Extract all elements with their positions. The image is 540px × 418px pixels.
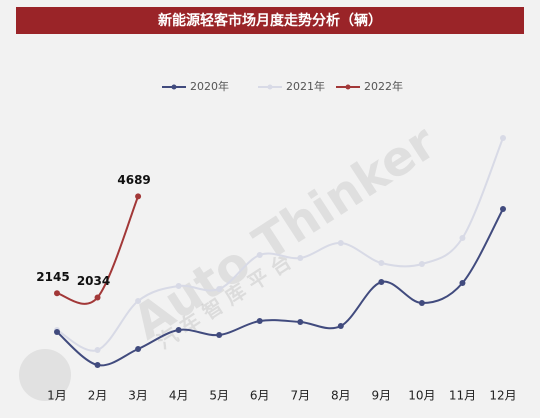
value-label: 4689 — [117, 173, 150, 187]
x-tick-label: 3月 — [128, 389, 148, 403]
x-tick-label: 8月 — [331, 389, 351, 403]
point — [54, 329, 60, 336]
point — [94, 362, 101, 369]
value-label: 2145 — [36, 270, 69, 284]
point — [94, 347, 101, 354]
point — [337, 239, 344, 246]
legend-label: 2022年 — [364, 79, 403, 93]
point — [378, 278, 385, 285]
x-tick-label: 4月 — [169, 389, 189, 403]
point — [297, 318, 304, 325]
point — [175, 282, 182, 289]
point — [135, 193, 142, 200]
x-tick-label: 5月 — [209, 389, 229, 403]
legend-label: 2020年 — [190, 79, 229, 93]
legend-dot — [171, 84, 177, 90]
point — [256, 318, 263, 325]
point — [459, 234, 466, 241]
point — [459, 279, 466, 286]
point — [175, 327, 182, 334]
point — [54, 290, 60, 297]
line — [56, 137, 504, 352]
point — [337, 322, 344, 329]
point — [135, 346, 142, 353]
x-tick-label: 11月 — [449, 389, 476, 403]
watermark-logo — [19, 349, 71, 401]
point — [418, 299, 425, 306]
point — [216, 286, 223, 293]
legend-dot — [345, 84, 351, 90]
point — [94, 294, 101, 301]
point — [297, 254, 304, 261]
point — [418, 261, 425, 268]
x-tick-label: 6月 — [250, 389, 270, 403]
point — [256, 251, 263, 258]
title-bar — [16, 7, 524, 34]
point — [500, 205, 506, 212]
point — [500, 135, 506, 141]
x-tick-label: 7月 — [290, 389, 310, 403]
legend-label: 2021年 — [286, 79, 325, 93]
legend-dot — [267, 84, 273, 90]
x-tick-label: 10月 — [408, 389, 435, 403]
x-tick-label: 2月 — [88, 389, 108, 403]
x-tick-label: 1月 — [47, 389, 67, 403]
line — [56, 195, 140, 305]
chart-title: 新能源轻客市场月度走势分析（辆） — [158, 12, 382, 29]
x-tick-label: 9月 — [372, 389, 392, 403]
x-tick-label: 12月 — [489, 389, 516, 403]
point — [216, 331, 223, 338]
point — [135, 298, 142, 305]
point — [378, 259, 385, 266]
value-label: 2034 — [77, 274, 110, 288]
